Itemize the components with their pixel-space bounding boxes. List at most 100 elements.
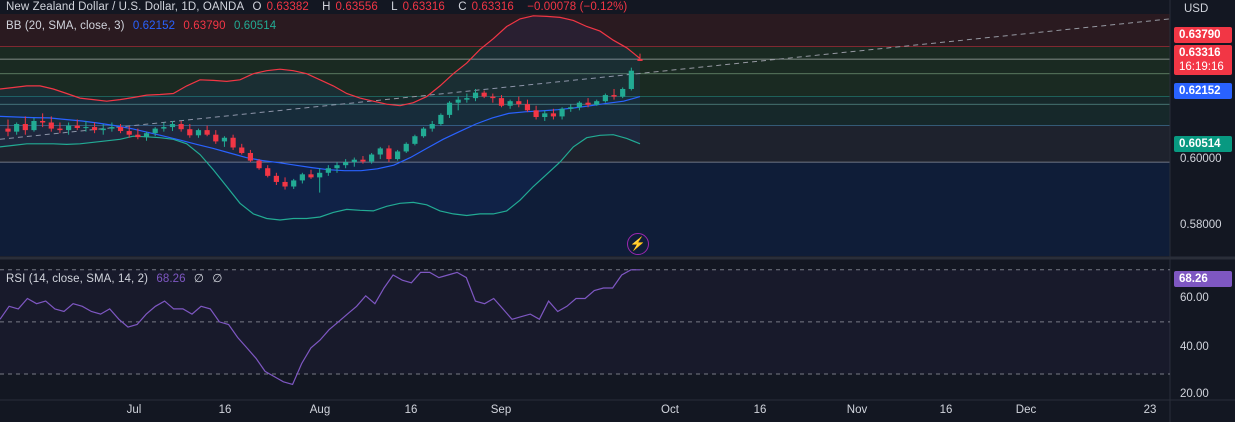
candle-body xyxy=(438,114,444,125)
symbol-title[interactable]: New Zealand Dollar / U.S. Dollar, 1D, OA… xyxy=(6,1,245,13)
trend-line xyxy=(0,18,1171,140)
candle-body xyxy=(369,154,375,162)
candle-body xyxy=(265,168,271,176)
x-tick-nov: Nov xyxy=(846,404,868,416)
x-tick-oct: Oct xyxy=(661,404,679,416)
candle-body xyxy=(377,148,383,155)
candle-body xyxy=(412,136,418,144)
candle-body xyxy=(334,165,340,169)
candle-body xyxy=(187,129,193,136)
symbol-header: New Zealand Dollar / U.S. Dollar, 1D, OA… xyxy=(6,1,632,13)
candle-body xyxy=(48,122,54,129)
candle-body xyxy=(74,125,80,128)
bb-lower-value: 0.60514 xyxy=(233,20,277,32)
candle-body xyxy=(14,124,20,132)
candle-body xyxy=(66,125,72,131)
candle-body xyxy=(109,127,115,129)
candle-body xyxy=(403,143,409,152)
x-tick-aug: Aug xyxy=(309,404,331,416)
candle-body xyxy=(481,92,487,97)
rsi-tag: 68.26 xyxy=(1174,271,1232,287)
lower-band-tag: 0.60514 xyxy=(1174,136,1232,152)
candle-body xyxy=(195,130,202,136)
last-price-tag: 0.63316 16:19:16 xyxy=(1174,45,1232,75)
candle-body xyxy=(516,101,522,105)
candle-body xyxy=(498,98,505,106)
candle-body xyxy=(178,124,184,130)
candle-body xyxy=(204,130,210,135)
candle-body xyxy=(256,160,262,169)
bb-basis-value: 0.62152 xyxy=(132,20,176,32)
candle-body xyxy=(100,128,106,131)
zone-lower xyxy=(0,162,1170,256)
lightning-icon[interactable]: ⚡ xyxy=(627,233,649,255)
x-tick-sep: Sep xyxy=(490,404,512,416)
basis-tag: 0.62152 xyxy=(1174,83,1232,99)
x-tick-jul16: 16 xyxy=(218,404,232,416)
candle-body xyxy=(343,162,349,166)
x-tick-dec23: 23 xyxy=(1143,404,1157,416)
candle-body xyxy=(429,124,435,129)
candle-body xyxy=(40,120,46,123)
rsi-line xyxy=(0,269,640,386)
candle-body xyxy=(576,102,582,108)
ohlc-change: −0.00078 (−0.12%) xyxy=(527,1,628,13)
candle-body xyxy=(117,127,124,132)
candle-body xyxy=(169,124,176,128)
candle-body xyxy=(230,137,236,148)
rsi-tick-60: 60.00 xyxy=(1180,292,1209,304)
candle-body xyxy=(420,128,427,137)
ohlc-high: H 0.63556 xyxy=(322,1,378,13)
candle-body xyxy=(464,98,470,100)
price-tick-060: 0.60000 xyxy=(1180,153,1222,165)
upper-band-tag: 0.63790 xyxy=(1174,27,1232,43)
rsi-label: RSI (14, close, SMA, 14, 2) xyxy=(6,273,149,285)
candle-body xyxy=(282,181,288,187)
candle-body xyxy=(550,113,557,117)
x-tick-oct16: 16 xyxy=(753,404,767,416)
candle-body xyxy=(143,133,150,138)
candle-body xyxy=(351,159,357,163)
candle-body xyxy=(620,88,626,97)
candle-body xyxy=(83,127,89,129)
candle-body xyxy=(637,59,643,61)
candle-body xyxy=(31,120,37,131)
candle-body xyxy=(594,101,600,105)
candle-body xyxy=(602,95,608,102)
candle-body xyxy=(386,148,392,160)
ohlc-low: L 0.63316 xyxy=(391,1,445,13)
candle-body xyxy=(446,102,453,115)
candle-body xyxy=(152,128,158,134)
x-tick-jul: Jul xyxy=(126,404,142,416)
countdown-value: 16:19:16 xyxy=(1179,61,1224,73)
zone-mid-upper xyxy=(0,46,1170,97)
candle-body xyxy=(559,108,565,117)
last-price-value: 0.63316 xyxy=(1179,47,1221,59)
bb-fill xyxy=(0,15,640,220)
rsi-tick-20: 20.00 xyxy=(1180,388,1209,400)
candle-body xyxy=(299,174,305,181)
x-tick-aug16: 16 xyxy=(404,404,418,416)
candle-body xyxy=(490,96,496,99)
currency-label[interactable]: USD xyxy=(1184,3,1209,15)
candle-body xyxy=(273,175,279,182)
candle-body xyxy=(524,104,531,111)
candle-body xyxy=(360,159,366,162)
bb-legend[interactable]: BB (20, SMA, close, 3) 0.62152 0.63790 0… xyxy=(6,20,281,32)
rsi-tick-40: 40.00 xyxy=(1180,341,1209,353)
candle-body xyxy=(585,102,591,105)
bb-label: BB (20, SMA, close, 3) xyxy=(6,20,125,32)
rsi-v2: ∅ xyxy=(193,273,205,285)
candle-body xyxy=(22,124,28,131)
candle-body xyxy=(239,147,245,153)
candle-body xyxy=(611,95,617,97)
candle-body xyxy=(568,107,574,109)
x-tick-nov16: 16 xyxy=(939,404,953,416)
candle-body xyxy=(161,127,167,129)
rsi-legend[interactable]: RSI (14, close, SMA, 14, 2) 68.26 ∅ ∅ xyxy=(6,271,227,285)
candle-body xyxy=(317,172,323,178)
candle-body xyxy=(5,128,11,132)
zone-mid xyxy=(0,96,1170,126)
candle-body xyxy=(291,180,297,187)
